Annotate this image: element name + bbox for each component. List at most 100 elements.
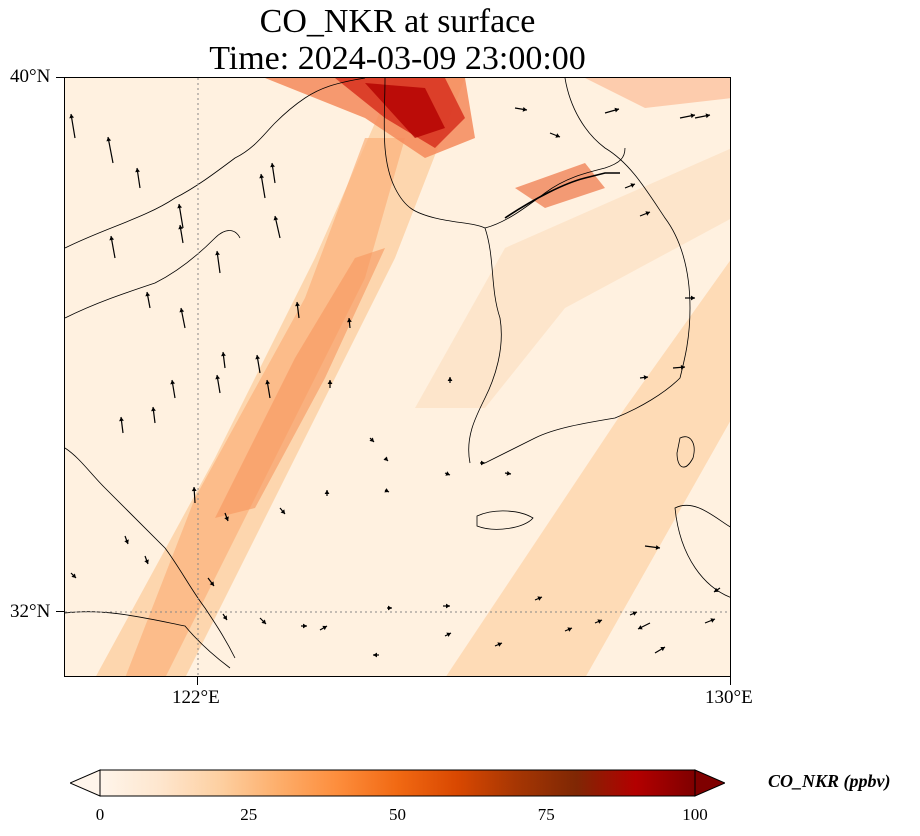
wind-vector-head <box>497 642 502 647</box>
colorbar-extend-high <box>694 769 725 797</box>
wind-vector-head <box>632 611 637 616</box>
plume-east <box>446 260 730 676</box>
lat-tick-32n: 32°N <box>10 601 51 622</box>
wind-vector-head <box>614 107 619 113</box>
wind-vectors <box>69 106 721 658</box>
colorbar-tick-50: 50 <box>389 805 406 824</box>
wind-vector-head <box>537 596 542 601</box>
plume-west-core <box>125 138 405 676</box>
wind-vector-head <box>224 516 229 521</box>
colorbar-tick-25: 25 <box>240 805 258 824</box>
map-time-subtitle: Time: 2024-03-09 23:00:00 <box>209 40 586 77</box>
wind-vector-head <box>135 168 140 173</box>
wind-vector-head <box>303 623 307 629</box>
wind-vector-head <box>710 618 715 623</box>
lon-tick-mark-122e <box>197 677 198 685</box>
coastline-kyushu <box>674 504 730 598</box>
wind-vector-head <box>691 295 695 301</box>
wind-vector-head <box>645 211 650 216</box>
lat-tick-40n: 40°N <box>10 66 51 87</box>
map-panel[interactable] <box>64 77 731 677</box>
wind-vector-head <box>655 545 660 550</box>
wind-vector-head <box>322 625 327 631</box>
wind-vector-head <box>690 113 695 119</box>
colorbar-label: CO_NKR (ppbv) <box>768 771 891 791</box>
wind-vector-head <box>265 380 271 385</box>
wind-vector-head <box>643 375 648 380</box>
wind-vector-head <box>445 471 450 476</box>
colorbar-tick-100: 100 <box>682 805 708 824</box>
wind-vector-head <box>144 559 149 564</box>
wind-vector <box>178 203 184 229</box>
wind-vector-head <box>222 615 227 620</box>
wind-vector-head <box>295 302 300 307</box>
plume-mid-core <box>215 248 385 518</box>
wind-vector-head <box>215 251 220 256</box>
wind-vector-head <box>388 605 392 611</box>
wind-vector-head <box>119 417 124 422</box>
coastline-shandong-north <box>65 230 241 319</box>
wind-vector-head <box>369 437 374 442</box>
plume-northeast <box>585 78 730 108</box>
wind-vector-head <box>261 619 266 624</box>
wind-vector-head <box>151 407 156 412</box>
lat-tick-mark-40n <box>56 77 64 78</box>
coastline-jeju <box>476 510 534 530</box>
colorbar-bar <box>99 769 696 797</box>
map-title: CO_NKR at surface <box>259 3 536 40</box>
wind-vector-head <box>215 375 221 380</box>
wind-vector-head <box>170 380 176 385</box>
wind-vector-head <box>373 652 377 658</box>
wind-vector-head <box>555 133 560 138</box>
coastline-korea-east <box>484 78 691 464</box>
wind-vector-head <box>109 236 115 241</box>
wind-vector-head <box>347 318 352 323</box>
coastline-korea-west <box>468 227 502 464</box>
wind-vector-head <box>481 460 485 466</box>
wind-vector-head <box>384 488 389 493</box>
wind-vector-head <box>209 581 214 586</box>
wind-vector <box>107 136 114 164</box>
wind-vector-head <box>106 137 112 142</box>
wind-vector-head <box>124 539 129 544</box>
wind-vector-head <box>630 183 635 188</box>
wind-vector-head <box>660 647 665 652</box>
wind-vector-head <box>191 487 197 492</box>
lon-tick-mark-130e <box>730 677 731 685</box>
wind-vector-head <box>177 204 183 209</box>
lat-tick-mark-32n <box>56 611 64 612</box>
coastline-northkorea-west <box>383 78 626 229</box>
colorbar <box>70 769 725 797</box>
colorbar-tick-0: 0 <box>95 805 105 824</box>
wind-vector-head <box>383 456 388 461</box>
gridlines <box>65 78 730 676</box>
plume-korea <box>415 148 730 408</box>
wind-vector-head <box>446 632 451 637</box>
wind-vector-head <box>446 603 450 609</box>
lon-tick-122e: 122°E <box>172 687 220 708</box>
wind-vector-head <box>71 573 76 578</box>
wind-vector-head <box>280 509 285 514</box>
wind-vector-head <box>597 619 602 624</box>
wind-vector-head <box>273 216 279 221</box>
coastline-jiangsu <box>65 447 236 659</box>
colorbar-extend-low <box>70 769 101 797</box>
lon-tick-130e: 130°E <box>705 687 753 708</box>
wind-vector-head <box>255 355 261 360</box>
wind-vector-head <box>179 308 185 313</box>
colorbar-tick-75: 75 <box>537 805 555 824</box>
wind-vector-head <box>178 225 184 230</box>
wind-vector <box>70 113 76 139</box>
colorbar-graphic <box>70 769 725 797</box>
wind-vector-head <box>506 470 511 476</box>
border-line <box>504 172 620 219</box>
wind-vector <box>260 173 266 199</box>
wind-vector-head <box>259 174 265 179</box>
wind-vector-head <box>567 627 572 632</box>
wind-vector-head <box>705 113 710 119</box>
wind-vector-head <box>638 625 643 630</box>
wind-vector-head <box>324 490 330 494</box>
wind-vector-head <box>327 380 333 384</box>
wind-vector-head <box>522 106 527 112</box>
wind-vector-head <box>221 352 226 357</box>
